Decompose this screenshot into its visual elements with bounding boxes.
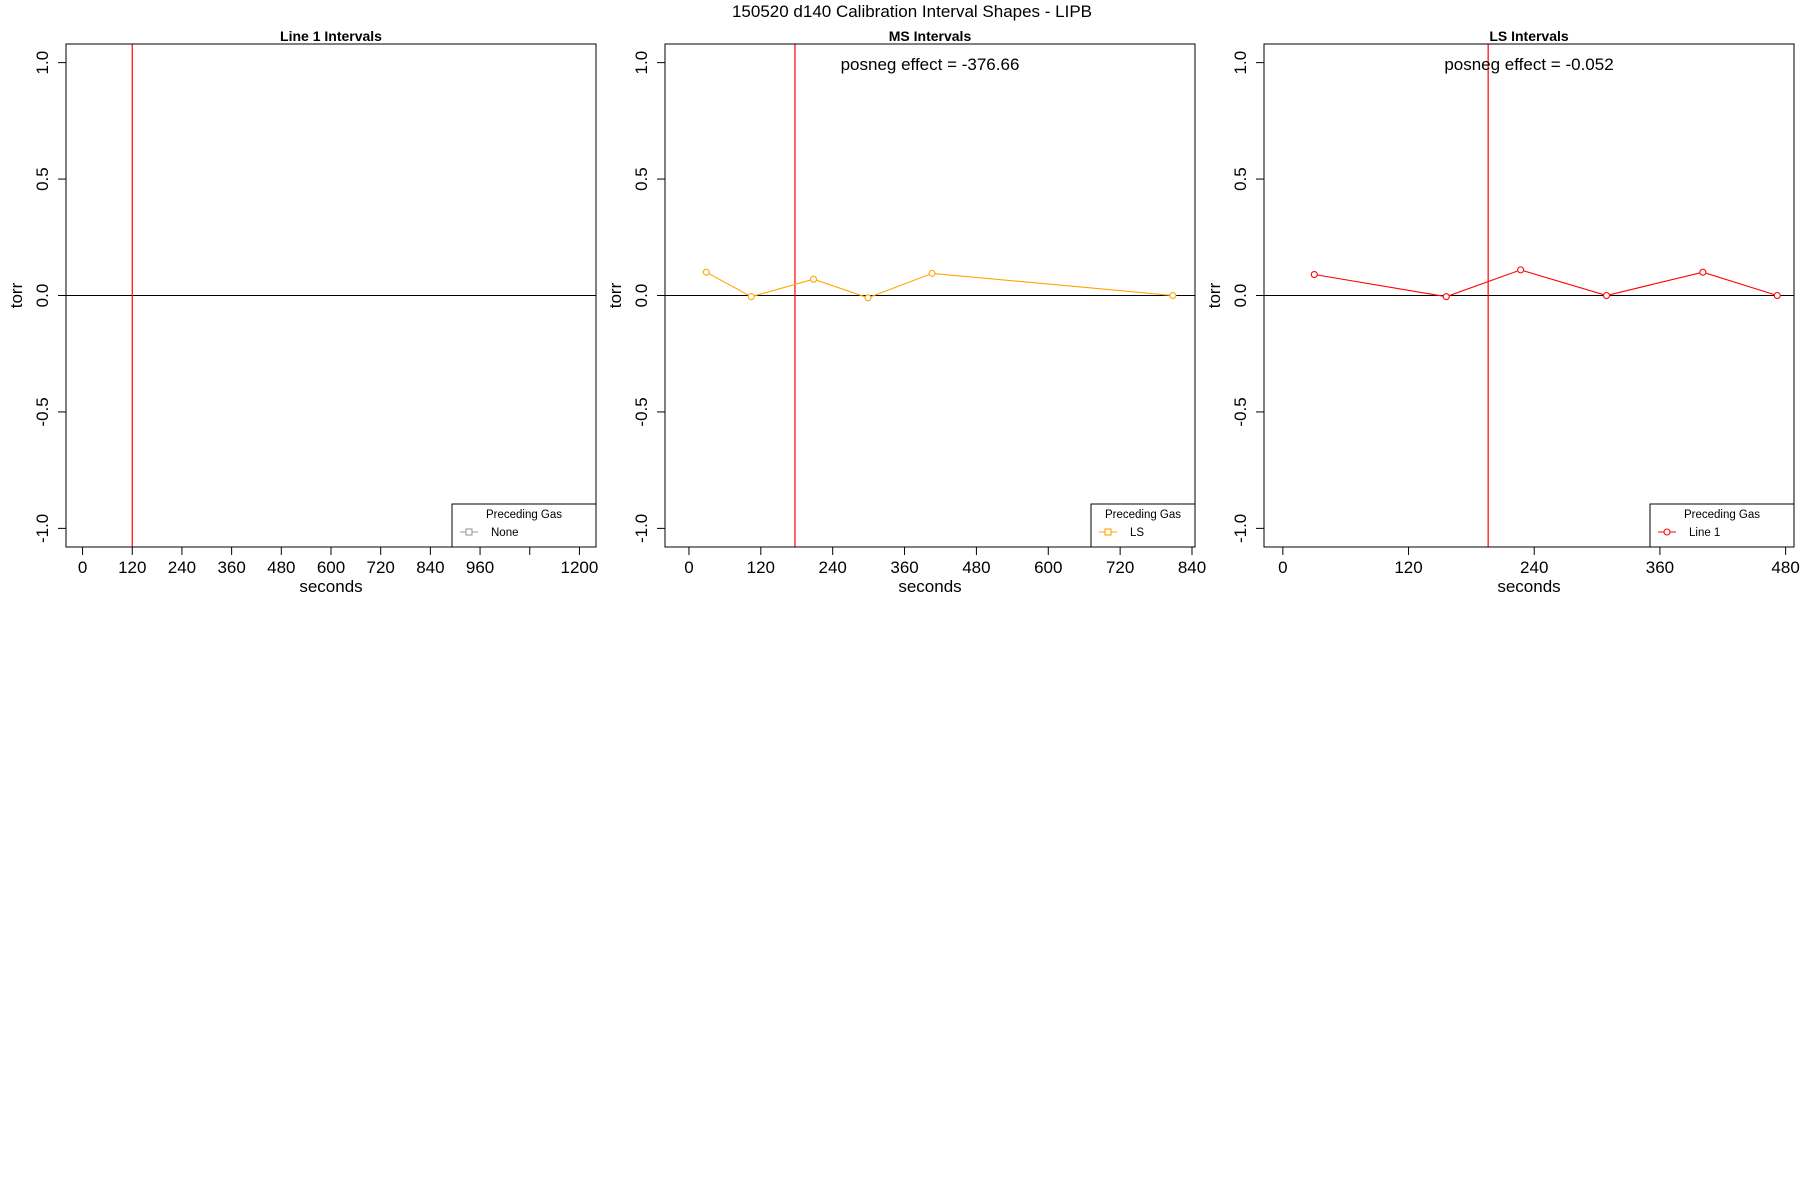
y-tick-label: 1.0 (33, 51, 52, 75)
y-tick-label: -0.5 (33, 397, 52, 426)
data-point (809, 275, 818, 283)
chart-panel-2: MS Intervals 0 120 240 360 480 600 720 840 second… (606, 28, 1206, 596)
panel-title: MS Intervals (889, 28, 972, 44)
x-tick-label: 600 (317, 558, 345, 577)
plot-frame (664, 43, 1196, 548)
y-tick-label: 0.5 (1231, 167, 1250, 191)
data-point (1602, 291, 1611, 300)
y-tick-label: 1.0 (1231, 51, 1250, 75)
legend-box (1649, 503, 1795, 548)
plot-frame (65, 43, 597, 548)
series-line (706, 271, 1173, 299)
x-axis-title: seconds (898, 577, 961, 596)
x-tick-label: 720 (1106, 558, 1134, 577)
data-point (1169, 291, 1177, 300)
legend-key-marker (1663, 528, 1671, 536)
x-tick-label: 120 (118, 558, 146, 577)
x-tick-label: 720 (367, 558, 395, 577)
figure-title: 150520 d140 Calibration Interval Shapes … (732, 2, 1092, 21)
x-tick-label: 120 (1394, 558, 1422, 577)
x-tick-label: 240 (818, 558, 846, 577)
legend-title: Preceding Gas (1684, 509, 1760, 521)
x-tick-label: 600 (1034, 558, 1062, 577)
data-point (864, 294, 872, 302)
x-tick-label: 120 (747, 558, 775, 577)
y-tick-label: 0.0 (1231, 284, 1250, 308)
data-point (1699, 268, 1707, 276)
x-tick-label: 0 (684, 558, 693, 577)
x-tick-label: 240 (1520, 558, 1548, 577)
legend: Preceding Gas Line 1 (1649, 503, 1795, 548)
x-tick-label: 360 (1646, 558, 1674, 577)
x-tick-label: 1200 (561, 558, 599, 577)
chart-panel-1: Line 1 Intervals 0 120 240 360 480 600 720 840 96… (7, 28, 598, 596)
y-axis: -1.0 -0.5 0.0 0.5 1.0 torr (1205, 51, 1264, 543)
data-point (702, 268, 710, 276)
data-point (747, 293, 755, 301)
y-tick-label: 0.5 (632, 167, 651, 191)
x-tick-label: 0 (1278, 558, 1287, 577)
y-tick-label: 0.0 (33, 284, 52, 308)
data-point (1442, 293, 1450, 301)
charts-container: Line 1 Intervals 0 120 240 360 480 600 720 840 96… (7, 28, 1800, 596)
x-axis-title: seconds (299, 577, 362, 596)
x-tick-label: 360 (217, 558, 245, 577)
y-axis: -1.0 -0.5 0.0 0.5 1.0 torr (7, 51, 66, 543)
x-axis: 0 120 240 360 480 seconds (1278, 546, 1800, 596)
legend-label: None (491, 527, 519, 539)
x-tick-label: 240 (168, 558, 196, 577)
y-tick-label: -0.5 (632, 397, 651, 426)
data-point (928, 269, 936, 277)
data-point (1310, 270, 1318, 279)
x-tick-label: 960 (466, 558, 494, 577)
data-point (1517, 266, 1525, 274)
legend-key-marker (465, 528, 473, 536)
posneg-annotation: posneg effect = -376.66 (841, 55, 1020, 74)
y-tick-label: -1.0 (632, 514, 651, 543)
panel-title: LS Intervals (1489, 28, 1569, 44)
y-axis-title: torr (7, 282, 26, 308)
legend: Preceding Gas LS (1090, 503, 1196, 548)
legend-box (451, 503, 597, 548)
x-tick-label: 480 (1771, 558, 1799, 577)
legend-title: Preceding Gas (1105, 509, 1181, 521)
y-axis-title: torr (1205, 282, 1224, 308)
legend-key-marker (1104, 528, 1112, 536)
posneg-annotation: posneg effect = -0.052 (1444, 55, 1613, 74)
data-point (1773, 291, 1781, 300)
legend-box (1090, 503, 1196, 548)
x-axis: 0 120 240 360 480 600 720 840 960 1200 seconds (78, 546, 599, 596)
y-tick-label: -0.5 (1231, 397, 1250, 426)
legend-label: LS (1130, 527, 1144, 539)
panel-title: Line 1 Intervals (280, 28, 382, 44)
x-tick-label: 360 (890, 558, 918, 577)
x-tick-label: 480 (267, 558, 295, 577)
y-tick-label: 0.5 (33, 167, 52, 191)
chart-panel-3: LS Intervals 0 120 240 360 480 seconds -1.0 -0.5… (1205, 28, 1800, 596)
x-tick-label: 840 (416, 558, 444, 577)
y-axis-title: torr (606, 282, 625, 308)
y-tick-label: -1.0 (1231, 514, 1250, 543)
y-axis: -1.0 -0.5 0.0 0.5 1.0 torr (606, 51, 665, 543)
x-tick-label: 480 (962, 558, 990, 577)
series-line (1314, 269, 1778, 298)
y-tick-label: -1.0 (33, 514, 52, 543)
y-tick-label: 0.0 (632, 284, 651, 308)
plot-frame (1263, 43, 1795, 548)
y-tick-label: 1.0 (632, 51, 651, 75)
x-tick-label: 0 (78, 558, 87, 577)
legend: Preceding Gas None (451, 503, 597, 548)
x-tick-label: 840 (1178, 558, 1206, 577)
x-axis-title: seconds (1497, 577, 1560, 596)
legend-label: Line 1 (1689, 527, 1720, 539)
legend-title: Preceding Gas (486, 509, 562, 521)
